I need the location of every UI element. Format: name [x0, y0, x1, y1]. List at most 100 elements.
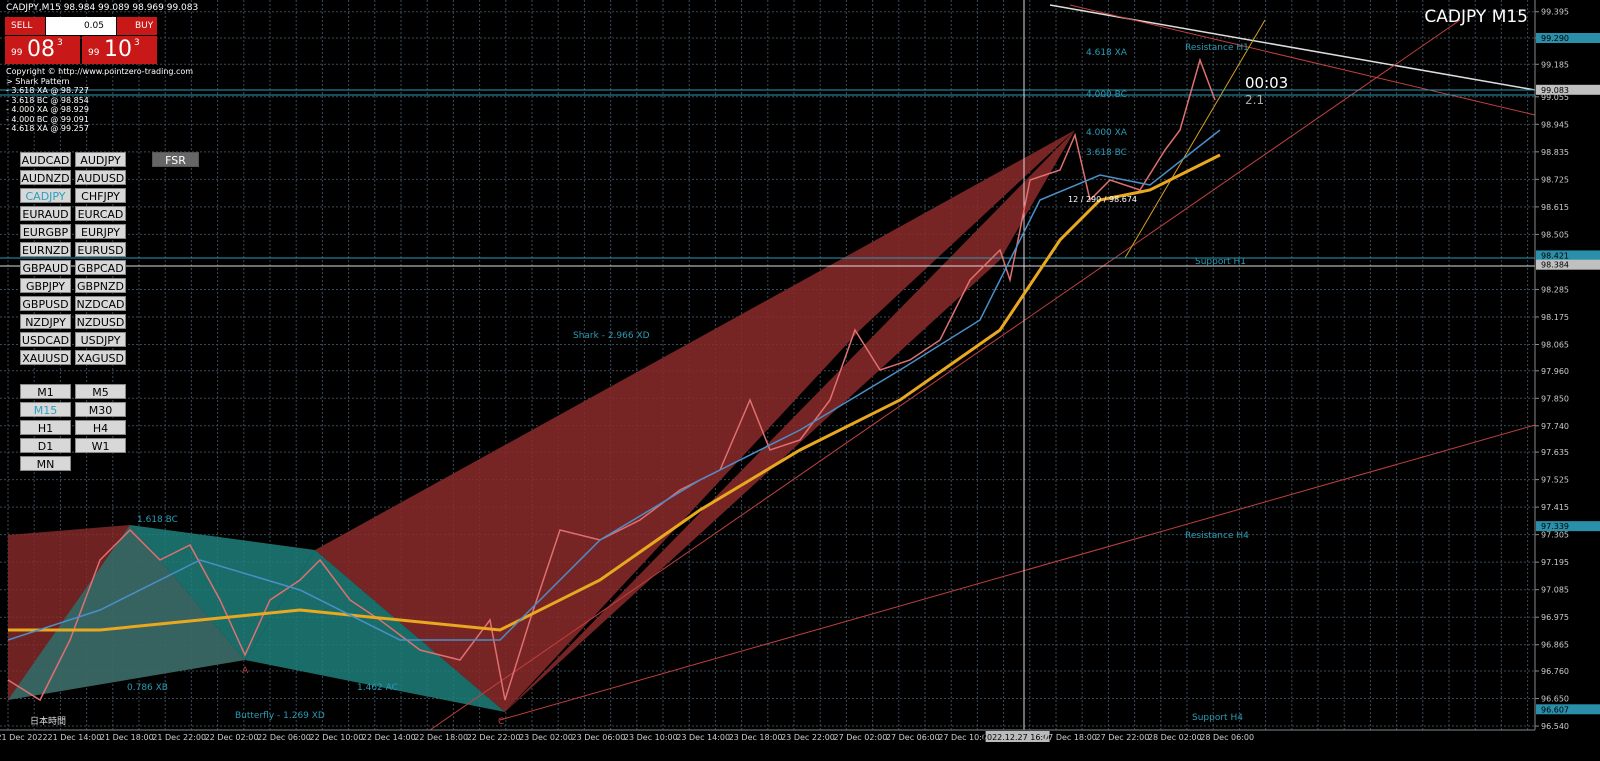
symbol-button[interactable]: AUDUSD: [75, 170, 126, 185]
symbol-button[interactable]: USDCAD: [20, 332, 71, 347]
symbol-button[interactable]: XAUUSD: [20, 350, 71, 365]
annotation: Support H1: [1195, 257, 1246, 267]
time-marker: [985, 731, 1050, 742]
bid-price[interactable]: 99 08 3: [5, 36, 80, 64]
time-label: 22 Dec 14:00: [362, 733, 416, 742]
time-label: 21 Dec 22:00: [152, 733, 206, 742]
shark-pattern: [505, 130, 1075, 712]
info-line: Copyright © http://www.pointzero-trading…: [6, 67, 194, 76]
symbol-button[interactable]: EURNZD: [20, 242, 71, 257]
time-label: 21 Dec 2022: [0, 733, 48, 742]
symbol-button[interactable]: EURJPY: [75, 224, 126, 239]
time-label: 22 Dec 18:00: [414, 733, 468, 742]
time-label: 23 Dec 22:00: [781, 733, 835, 742]
symbol-button[interactable]: NZDCAD: [75, 296, 126, 311]
time-label: 21 Dec 14:00: [47, 733, 101, 742]
price-label: 98.505: [1541, 230, 1569, 239]
price-label: 96.650: [1541, 695, 1569, 704]
time-label: 21 Dec 18:00: [100, 733, 154, 742]
timeframe-button[interactable]: H1: [20, 420, 71, 435]
buy-button[interactable]: BUY: [117, 17, 157, 35]
symbol-button[interactable]: GBPCAD: [75, 260, 126, 275]
price-label: 96.865: [1541, 641, 1569, 650]
annotation: 4.000 XA: [1086, 128, 1128, 138]
timeframe-button[interactable]: M30: [75, 402, 126, 417]
symbol-button[interactable]: GBPUSD: [20, 296, 71, 311]
price-label: 97.415: [1541, 503, 1569, 512]
price-label: 97.850: [1541, 394, 1569, 403]
time-label: 22 Dec 22:00: [467, 733, 521, 742]
annotation: 0.786 XB: [127, 683, 168, 693]
symbol-button[interactable]: CHFJPY: [75, 188, 126, 203]
symbol-button[interactable]: EURCAD: [75, 206, 126, 221]
timeframe-button[interactable]: H4: [75, 420, 126, 435]
time-label: 23 Dec 02:00: [519, 733, 573, 742]
butterfly-pattern: [130, 525, 315, 660]
price-marker: [1536, 250, 1600, 261]
local-time: 日本時間: [30, 715, 66, 727]
lot-input[interactable]: 0.05: [46, 17, 116, 35]
info-line: > Shark Pattern: [6, 76, 70, 86]
symbol-button[interactable]: XAGUSD: [75, 350, 126, 365]
info-line: - 4.000 BC @ 99.091: [6, 114, 89, 124]
timeframe-button[interactable]: MN: [20, 456, 71, 471]
symbol-button[interactable]: EURAUD: [20, 206, 71, 221]
time-label: 28 Dec 02:00: [1148, 733, 1202, 742]
sell-button[interactable]: SELL: [5, 17, 45, 35]
info-line: - 4.000 XA @ 98.929: [6, 105, 89, 114]
price-marker-label: 98.421: [1541, 251, 1569, 260]
time-label: 23 Dec 06:00: [571, 733, 625, 742]
timeframe-button[interactable]: M15: [20, 402, 71, 417]
ask-price[interactable]: 99 10 3: [82, 36, 157, 64]
symbol-button[interactable]: GBPJPY: [20, 278, 71, 293]
symbol-button[interactable]: EURGBP: [20, 224, 71, 239]
timeframe-button[interactable]: W1: [75, 438, 126, 453]
symbol-button[interactable]: AUDJPY: [75, 152, 126, 167]
price-label: 96.975: [1541, 613, 1569, 622]
price-label: 96.760: [1541, 667, 1569, 676]
price-label: 97.525: [1541, 476, 1569, 485]
price-label: 98.835: [1541, 148, 1569, 157]
price-marker-label: 96.607: [1541, 705, 1569, 714]
symbol-watermark: CADJPY M15: [1424, 7, 1528, 27]
info-line: - 4.618 XA @ 99.257: [6, 124, 89, 133]
price-label: 97.305: [1541, 531, 1569, 540]
time-label: 22 Dec 06:00: [257, 733, 311, 742]
price-label: 98.945: [1541, 120, 1569, 129]
price-marker-label: 99.290: [1541, 34, 1569, 43]
price-label: 98.725: [1541, 175, 1569, 184]
symbol-button[interactable]: AUDCAD: [20, 152, 71, 167]
time-label: 28 Dec 06:00: [1200, 733, 1254, 742]
symbol-button[interactable]: GBPNZD: [75, 278, 126, 293]
time-label: 23 Dec 18:00: [729, 733, 783, 742]
price-label: 98.065: [1541, 340, 1569, 349]
price-marker: [1536, 259, 1600, 270]
symbol-button[interactable]: NZDUSD: [75, 314, 126, 329]
symbol-button[interactable]: GBPAUD: [20, 260, 71, 275]
moving-average: [8, 153, 1221, 632]
timeframe-button[interactable]: M1: [20, 384, 71, 399]
time-label: 27 Dec 06:00: [886, 733, 940, 742]
timeframe-button[interactable]: M5: [75, 384, 126, 399]
symbol-button[interactable]: CADJPY: [20, 188, 71, 203]
trade-panel: SELL 0.05 BUY 99 08 3 99 10 3: [5, 15, 157, 65]
annotation: 4.000 BC: [1086, 90, 1127, 100]
symbol-button[interactable]: EURUSD: [75, 242, 126, 257]
fsr-button[interactable]: FSR: [152, 152, 199, 167]
trendline: [429, 19, 1461, 731]
price-label: 97.960: [1541, 367, 1569, 376]
price-marker: [1536, 704, 1600, 715]
symbol-button[interactable]: NZDJPY: [20, 314, 71, 329]
time-label: 23 Dec 14:00: [676, 733, 730, 742]
symbol-button[interactable]: AUDNZD: [20, 170, 71, 185]
price-small: 3: [57, 38, 63, 48]
symbol-button[interactable]: USDJPY: [75, 332, 126, 347]
annotation: 1.618 BC: [137, 515, 178, 525]
price-small: 3: [134, 38, 140, 48]
time-label: 2022.12.27 16:00: [982, 733, 1053, 742]
pattern-point: A: [242, 666, 249, 676]
timeframe-button[interactable]: D1: [20, 438, 71, 453]
price-marker: [1536, 521, 1600, 532]
annotation: 3.618 BC: [1086, 148, 1127, 158]
